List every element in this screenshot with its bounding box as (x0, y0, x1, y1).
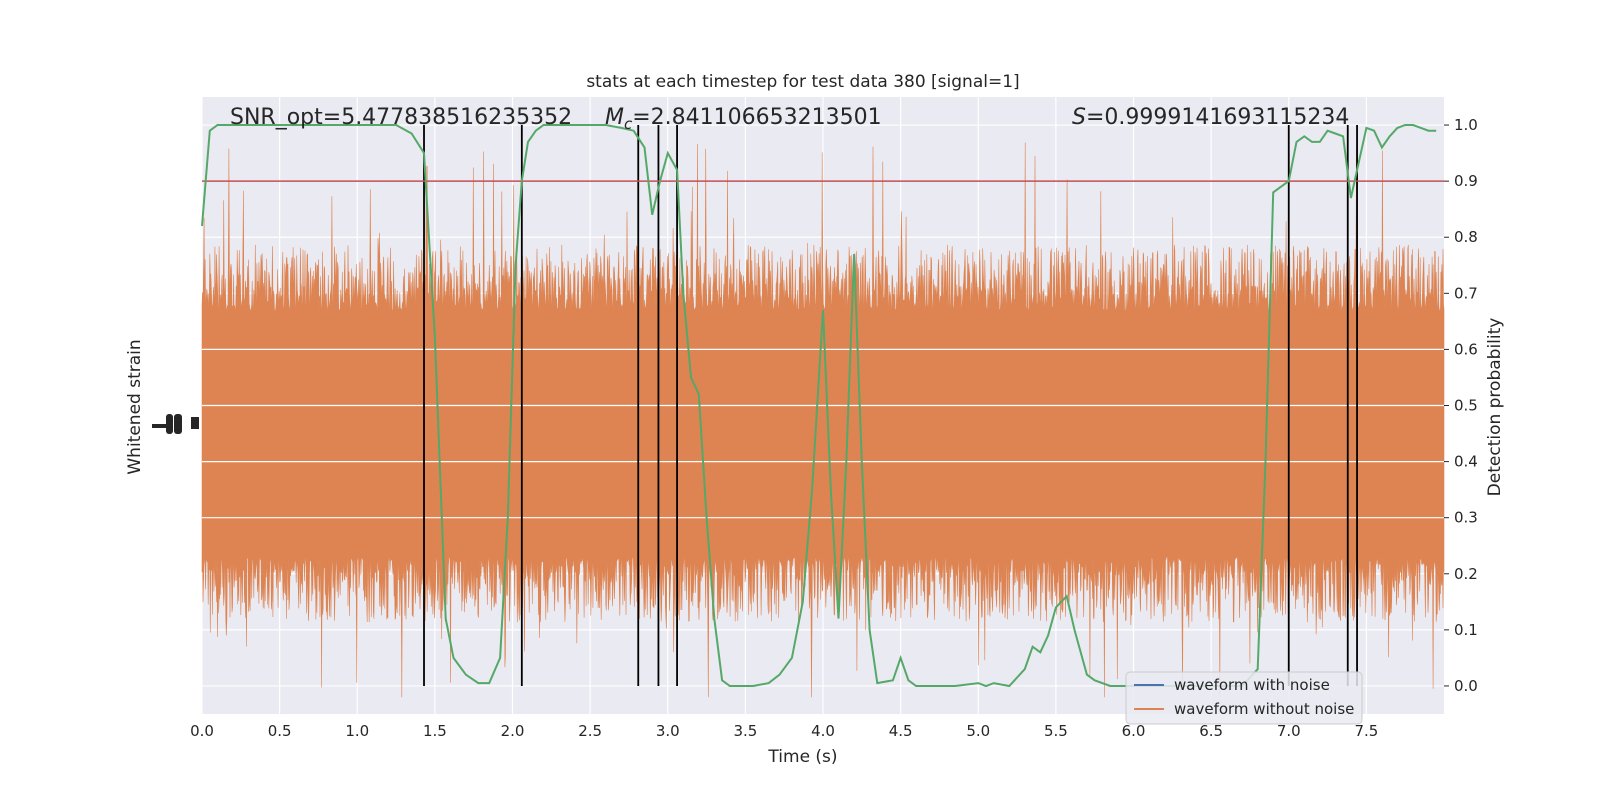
chart-title: stats at each timestep for test data 380… (586, 72, 1019, 92)
legend-label-without-noise: waveform without noise (1174, 700, 1354, 718)
x-tick-label: 2.5 (578, 722, 602, 740)
legend-box (1125, 671, 1363, 725)
y-tick-label: 0.7 (1454, 284, 1478, 302)
x-tick-label: 1.0 (345, 722, 369, 740)
y-tick-label: 0.1 (1454, 621, 1478, 639)
score-value: =0.9999141693115234 (1086, 105, 1349, 130)
y-tick-label: 0.5 (1454, 397, 1478, 415)
y-tick-label: 0.8 (1454, 228, 1478, 246)
x-tick-label: 3.0 (656, 722, 680, 740)
noise-core (202, 340, 1444, 529)
legend: waveform with noise waveform without noi… (1125, 671, 1363, 725)
y-tick-label: 0.3 (1454, 509, 1478, 527)
y-axis-right-label: Detection probability (1485, 318, 1505, 497)
score-symbol: S (1072, 105, 1086, 130)
legend-label-with-noise: waveform with noise (1174, 676, 1330, 694)
x-tick-label: 2.0 (501, 722, 525, 740)
x-tick-label: 0.0 (190, 722, 214, 740)
x-tick-label: 1.5 (423, 722, 447, 740)
collapsed-left-ticks (152, 414, 199, 434)
x-tick-label: 6.5 (1199, 722, 1223, 740)
chirp-mass-symbol: M (605, 105, 624, 130)
detection-probability-line (201, 124, 1437, 688)
y-axis-left-label: Whitened strain (125, 339, 145, 474)
chirp-mass-annotation: Mc=2.841106653213501 (605, 105, 882, 133)
x-tick-label: 4.0 (811, 722, 835, 740)
x-tick-label: 5.0 (966, 722, 990, 740)
snr-annotation: SNR_opt=5.477838516235352 (230, 105, 572, 130)
y-tick-label: 0.9 (1454, 172, 1478, 190)
x-tick-label: 7.0 (1277, 722, 1301, 740)
y-tick-label: 0.4 (1454, 453, 1478, 471)
x-tick-label: 0.5 (268, 722, 292, 740)
y-tick-label: 1.0 (1454, 116, 1478, 134)
x-tick-label: 3.5 (733, 722, 757, 740)
x-axis-label: Time (s) (767, 747, 837, 767)
y-tick-label: 0.6 (1454, 340, 1478, 358)
chirp-mass-value: =2.841106653213501 (632, 105, 881, 130)
chirp-mass-subscript: c (624, 115, 633, 133)
score-annotation: S=0.9999141693115234 (1072, 105, 1349, 130)
x-tick-label: 6.0 (1122, 722, 1146, 740)
y-tick-label: 0.0 (1454, 677, 1478, 695)
x-tick-label: 7.5 (1354, 722, 1378, 740)
x-tick-label: 5.5 (1044, 722, 1068, 740)
waveform-without-noise-series (201, 142, 1445, 698)
y-tick-label: 0.2 (1454, 565, 1478, 583)
x-tick-label: 4.5 (889, 722, 913, 740)
